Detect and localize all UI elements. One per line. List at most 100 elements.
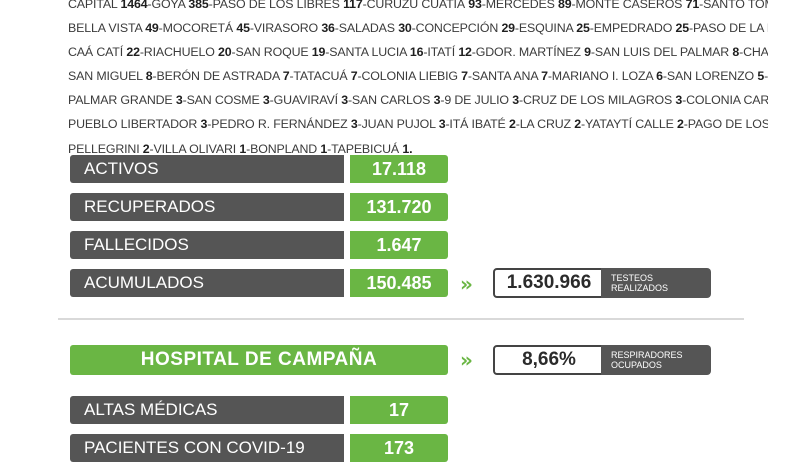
locality-count: 7	[282, 69, 290, 84]
locality-name: -MONTE CASEROS	[571, 0, 686, 11]
double-arrow-icon: »	[460, 272, 473, 296]
stat-label: RECUPERADOS	[70, 193, 344, 221]
locality-name: -ESQUINA	[514, 21, 577, 36]
stat-value: 1.647	[350, 231, 448, 259]
locality-name: -BERÓN DE ASTRADA	[152, 69, 283, 84]
locality-name: -TAPEBICUÁ	[327, 141, 403, 156]
testeos-box: 1.630.966 TESTEOS REALIZADOS	[493, 268, 711, 298]
locality-name: -PAGO DE LOS DESEOS	[683, 117, 768, 132]
locality-count: 8	[732, 45, 740, 60]
locality-name: PALMAR GRANDE	[68, 93, 176, 108]
locality-count: 3	[175, 93, 183, 108]
locality-count: 93	[468, 0, 482, 11]
localities-line: PELLEGRINI 2-VILLA OLIVARI 1-BONPLAND 1-…	[68, 137, 768, 161]
locality-count: 25	[675, 21, 690, 36]
respiradores-value: 8,66%	[522, 349, 576, 370]
locality-count: 71	[685, 0, 700, 11]
locality-count: 16	[409, 45, 424, 60]
locality-count: 7	[461, 69, 468, 84]
locality-count: 1	[239, 141, 247, 156]
testeos-label: TESTEOS REALIZADOS	[601, 268, 711, 298]
locality-name: -EMPEDRADO	[589, 21, 676, 36]
locality-name: -ITÁ IBATÉ	[445, 117, 509, 132]
stat-value: 17	[350, 396, 448, 424]
localities-line: BELLA VISTA 49-MOCORETÁ 45-VIRASORO 36-S…	[68, 16, 768, 40]
locality-name: PUEBLO LIBERTADOR	[68, 117, 201, 132]
locality-name: SAN MIGUEL	[68, 69, 146, 84]
locality-name: BELLA VISTA	[68, 21, 146, 36]
stat-value: 131.720	[350, 193, 448, 221]
locality-count: 3	[350, 117, 358, 132]
locality-name: -VIRASORO	[249, 21, 322, 36]
locality-name: -CONCEPCIÓN	[411, 21, 502, 36]
localities-line: CAPITAL 1464-GOYA 385-PASO DE LOS LIBRES…	[68, 0, 768, 16]
stat-value: 173	[350, 434, 448, 462]
locality-name: -ALVEAR	[764, 69, 768, 84]
locality-count: 5	[757, 69, 765, 84]
locality-name: -SALADAS	[334, 21, 399, 36]
locality-name: -9 DE JULIO	[440, 93, 513, 108]
locality-count: 7	[541, 69, 548, 84]
locality-count: 22	[126, 45, 140, 60]
localities-list: CAPITAL 1464-GOYA 385-PASO DE LOS LIBRES…	[68, 0, 768, 161]
locality-count: 89	[558, 0, 572, 11]
locality-count: 2	[574, 117, 582, 132]
locality-name: -JUAN PUJOL	[357, 117, 439, 132]
stat-label: ACUMULADOS	[70, 269, 344, 297]
stat-value: 150.485	[350, 269, 448, 297]
section-divider	[58, 318, 744, 320]
locality-name: -LA CRUZ	[515, 117, 575, 132]
stat-value: 17.118	[350, 155, 448, 183]
locality-name: -SAN COSME	[182, 93, 263, 108]
locality-name: -SANTA LUCIA	[325, 45, 410, 60]
locality-name: -PEDRO R. FERNÁNDEZ	[207, 117, 351, 132]
locality-name: -RIACHUELO	[139, 45, 219, 60]
stat-label: ALTAS MÉDICAS	[70, 396, 344, 424]
locality-count: 12	[458, 45, 472, 60]
locality-count: 1464	[120, 0, 148, 11]
locality-count: 385	[188, 0, 209, 11]
double-arrow-icon: »	[460, 348, 473, 372]
locality-name: -MOCORETÁ	[158, 21, 237, 36]
locality-name: -TATACUÁ	[289, 69, 351, 84]
locality-name: -CRUZ DE LOS MILAGROS	[518, 93, 676, 108]
locality-count: 6	[656, 69, 663, 84]
locality-name: -MARIANO I. LOZA	[547, 69, 657, 84]
locality-count: 2	[142, 141, 150, 156]
locality-count: 25	[576, 21, 590, 36]
locality-count: 45	[236, 21, 250, 36]
locality-count: 36	[321, 21, 335, 36]
respiradores-box: 8,66% RESPIRADORES OCUPADOS	[493, 345, 711, 375]
locality-count: 2	[677, 117, 684, 132]
localities-line: PUEBLO LIBERTADOR 3-PEDRO R. FERNÁNDEZ 3…	[68, 112, 768, 136]
locality-count: 1.	[402, 141, 413, 156]
locality-name: -SAN CARLOS	[347, 93, 434, 108]
locality-name: CAÁ CATÍ	[68, 45, 127, 60]
locality-count: 3	[433, 93, 441, 108]
locality-name: -SANTO TOMÉ	[699, 0, 768, 11]
locality-name: -YATAYTÍ CALLE	[581, 117, 677, 132]
localities-line: SAN MIGUEL 8-BERÓN DE ASTRADA 7-TATACUÁ …	[68, 64, 768, 88]
stat-label: ACTIVOS	[70, 155, 344, 183]
localities-line: CAÁ CATÍ 22-RIACHUELO 20-SAN ROQUE 19-SA…	[68, 40, 768, 64]
locality-name: -CHAVARRIA	[739, 45, 768, 60]
locality-name: -PASO DE LOS LIBRES	[208, 0, 344, 11]
locality-count: 3	[200, 117, 208, 132]
locality-name: -VILLA OLIVARI	[149, 141, 240, 156]
locality-count: 3	[438, 117, 446, 132]
locality-count: 117	[343, 0, 363, 11]
locality-name: -GUAVIRAVÍ	[269, 93, 342, 108]
locality-count: 3	[262, 93, 270, 108]
locality-count: 29	[501, 21, 515, 36]
locality-count: 20	[218, 45, 232, 60]
locality-name: -MERCEDES	[481, 0, 559, 11]
locality-count: 3	[512, 93, 519, 108]
testeos-value: 1.630.966	[506, 272, 592, 293]
locality-count: 30	[398, 21, 412, 36]
locality-count: 8	[145, 69, 153, 84]
locality-name: CAPITAL	[68, 0, 121, 11]
locality-count: 7	[350, 69, 358, 84]
locality-name: -SANTA ANA	[467, 69, 542, 84]
locality-name: -SAN ROQUE	[231, 45, 312, 60]
locality-name: -COLONIA LIEBIG	[357, 69, 462, 84]
